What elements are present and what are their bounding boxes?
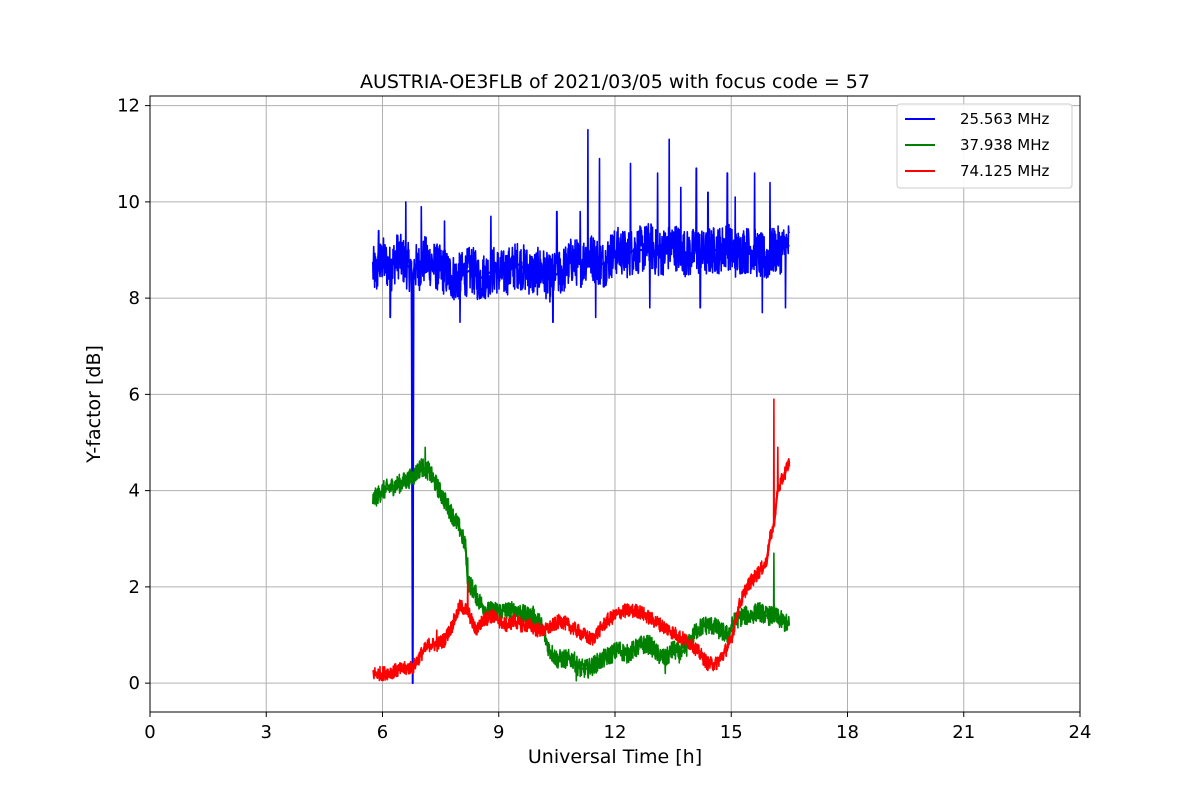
chart-title: AUSTRIA-OE3FLB of 2021/03/05 with focus … bbox=[360, 71, 870, 93]
series-trend-2 bbox=[372, 461, 791, 675]
x-tick-label: 15 bbox=[720, 722, 743, 743]
legend-label-74125: 74.125 MHz bbox=[960, 162, 1049, 180]
y-tick-label: 0 bbox=[129, 673, 140, 694]
y-tick-label: 4 bbox=[129, 481, 140, 502]
y-tick-label: 2 bbox=[129, 577, 140, 598]
legend-box bbox=[896, 103, 1073, 189]
series-line-2 bbox=[372, 398, 791, 682]
legend: 25.563 MHz 37.938 MHz 74.125 MHz bbox=[896, 103, 1073, 189]
series-line-0 bbox=[372, 128, 791, 666]
x-tick-label: 9 bbox=[493, 722, 504, 743]
x-tick-label: 12 bbox=[604, 722, 627, 743]
y-axis-label: Y-factor [dB] bbox=[83, 345, 105, 464]
x-tick-label: 3 bbox=[261, 722, 272, 743]
series-line-1 bbox=[372, 446, 791, 682]
x-tick-label: 24 bbox=[1069, 722, 1092, 743]
series-trend-1 bbox=[372, 465, 790, 670]
x-tick-label: 0 bbox=[144, 722, 155, 743]
legend-label-37938: 37.938 MHz bbox=[960, 136, 1049, 154]
x-tick-label: 21 bbox=[952, 722, 975, 743]
x-axis-label: Universal Time [h] bbox=[528, 746, 702, 768]
legend-label-25563: 25.563 MHz bbox=[960, 110, 1049, 128]
x-tick-label: 6 bbox=[377, 722, 388, 743]
y-tick-label: 10 bbox=[117, 192, 140, 213]
y-tick-label: 12 bbox=[117, 96, 140, 117]
series-trend-0 bbox=[372, 244, 790, 685]
x-tick-label: 18 bbox=[836, 722, 859, 743]
y-tick-label: 6 bbox=[129, 384, 140, 405]
y-tick-label: 8 bbox=[129, 288, 140, 309]
series-layer bbox=[372, 128, 791, 685]
